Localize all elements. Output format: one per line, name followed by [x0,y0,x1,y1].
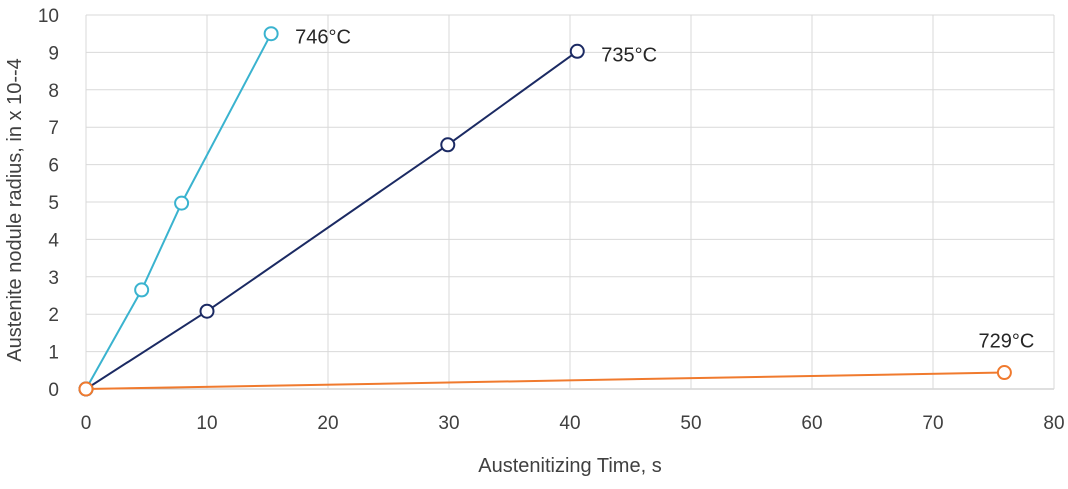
series-line [85,371,1005,390]
y-tick-label: 8 [48,81,59,102]
series-line [85,33,273,390]
y-tick-label: 10 [38,6,59,27]
x-tick-label: 10 [196,413,217,434]
series-label: 735°C [601,44,657,66]
y-axis-ticks: 0 1 2 3 4 5 6 7 8 9 10 [38,6,60,401]
y-axis-title: Austenite nodule radius, in x 10--4 [4,58,26,362]
series-line [85,50,578,390]
data-point [174,195,190,211]
data-point [569,43,585,59]
data-point [440,137,456,153]
y-tick-label: 6 [48,156,59,177]
series-0: 746°C [78,26,351,397]
data-point [996,365,1012,381]
x-tick-label: 60 [801,413,822,434]
y-tick-label: 1 [48,343,59,364]
x-tick-label: 0 [81,413,92,434]
gridlines [85,14,1055,390]
series-2: 729°C [78,331,1034,397]
data-point [199,303,215,319]
x-axis-ticks: 0 10 20 30 40 50 60 70 80 [81,413,1065,434]
y-tick-label: 0 [48,380,59,401]
y-tick-label: 9 [48,43,59,64]
y-tick-label: 7 [48,118,59,139]
x-tick-label: 40 [559,413,580,434]
y-tick-label: 3 [48,268,59,289]
y-tick-label: 5 [48,193,59,214]
data-point [263,26,279,42]
x-tick-label: 50 [680,413,701,434]
series-layer: 746°C 735°C 729°C [78,26,1034,397]
x-tick-label: 20 [317,413,338,434]
x-tick-label: 70 [922,413,943,434]
x-tick-label: 30 [438,413,459,434]
y-tick-label: 2 [48,305,59,326]
data-point [78,381,94,397]
y-tick-label: 4 [48,230,59,251]
x-axis-title: Austenitizing Time, s [478,455,661,477]
data-point [134,282,150,298]
x-tick-label: 80 [1043,413,1064,434]
series-label: 746°C [295,27,351,49]
series-label: 729°C [978,331,1034,353]
